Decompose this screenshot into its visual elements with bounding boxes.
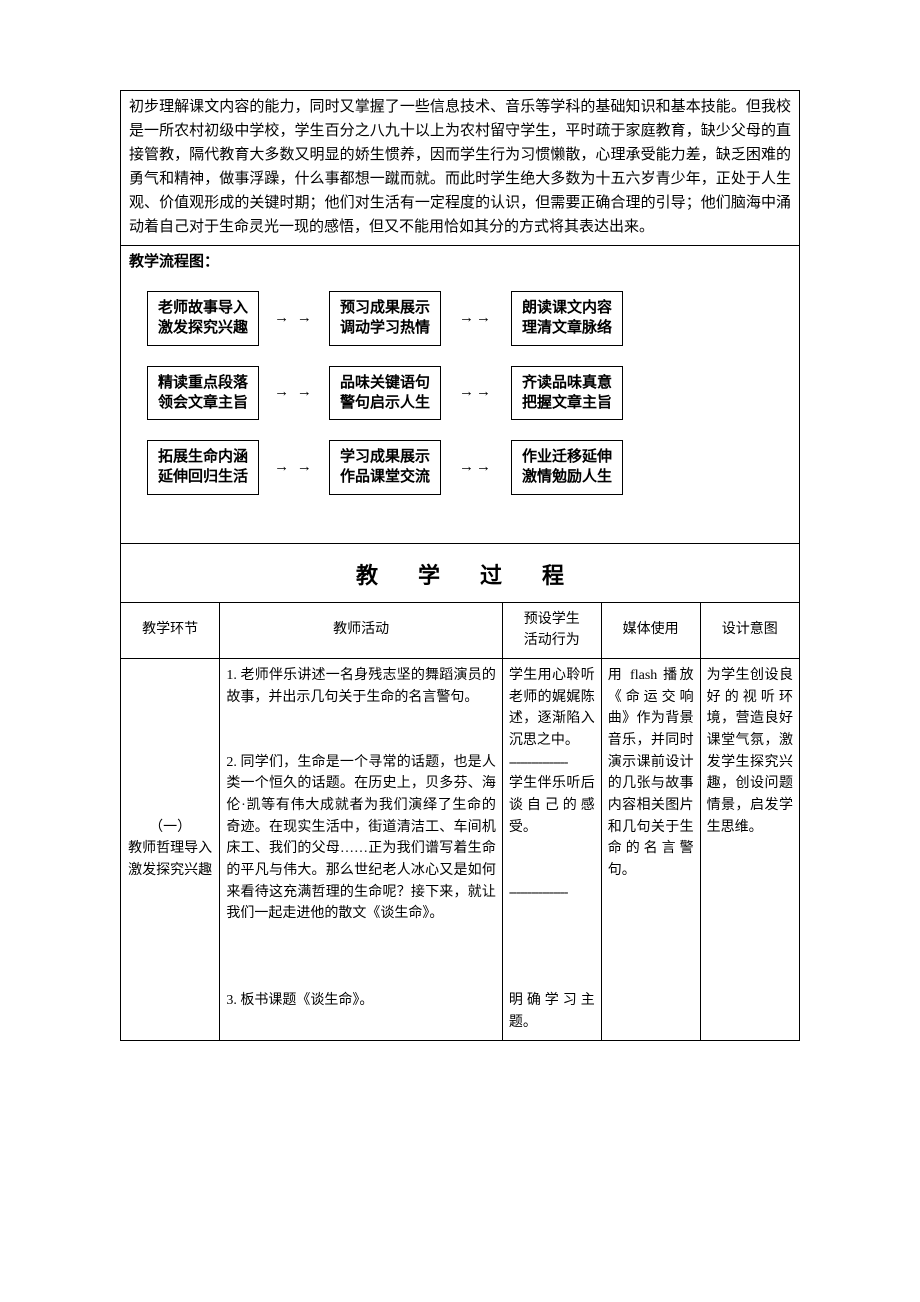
teacher-p3: 3. 板书课题《谈生命》。	[226, 990, 496, 1012]
stage-num: （一）	[127, 817, 213, 839]
flow-node-l2: 警句启示人生	[340, 395, 430, 411]
flow-node: 作业迁移延伸 激情勉励人生	[511, 440, 623, 495]
arrow-icon: → →	[259, 384, 329, 401]
teacher-p1: 1. 老师伴乐讲述一名身残志坚的舞蹈演员的故事，并出示几句关于生命的名言警句。	[226, 665, 496, 708]
col-intent: 设计意图	[700, 603, 799, 659]
dash-icon: ----------------	[509, 882, 595, 904]
flow-node-l2: 理清文章脉络	[522, 320, 612, 336]
flow-node: 老师故事导入 激发探究兴趣	[147, 291, 259, 346]
student-p2: 学生伴乐听后谈自己的感受。	[509, 773, 595, 838]
flow-node: 预习成果展示 调动学习热情	[329, 291, 441, 346]
arrow-icon: →→	[441, 310, 511, 327]
media-cell: 用 flash 播放《命运交响曲》作为背景音乐，并同时演示课前设计的几张与故事内…	[601, 658, 700, 1039]
student-p1: 学生用心聆听老师的娓娓陈述，逐渐陷入沉思之中。	[509, 665, 595, 752]
arrow-icon: →→	[441, 459, 511, 476]
flow-node-l2: 延伸回归生活	[158, 469, 248, 485]
flow-node-l1: 精读重点段落	[158, 375, 248, 391]
flow-node-l2: 作品课堂交流	[340, 469, 430, 485]
flow-node-l1: 拓展生命内涵	[158, 449, 248, 465]
arrow-icon: →→	[441, 384, 511, 401]
flow-node: 精读重点段落 领会文章主旨	[147, 366, 259, 421]
stage-l2: 激发探究兴趣	[127, 860, 213, 882]
flow-node-l2: 把握文章主旨	[522, 395, 612, 411]
flow-node: 朗读课文内容 理清文章脉络	[511, 291, 623, 346]
flow-node-l2: 激发探究兴趣	[158, 320, 248, 336]
flow-node: 品味关键语句 警句启示人生	[329, 366, 441, 421]
teacher-cell: 1. 老师伴乐讲述一名身残志坚的舞蹈演员的故事，并出示几句关于生命的名言警句。 …	[220, 658, 503, 1039]
table-header-row: 教学环节 教师活动 预设学生 活动行为 媒体使用 设计意图	[121, 603, 799, 659]
flow-row: 老师故事导入 激发探究兴趣 → → 预习成果展示 调动学习热情 →→ 朗读课文内…	[147, 291, 791, 346]
table-row: （一） 教师哲理导入 激发探究兴趣 1. 老师伴乐讲述一名身残志坚的舞蹈演员的故…	[121, 658, 799, 1039]
flowchart: 老师故事导入 激发探究兴趣 → → 预习成果展示 调动学习热情 →→ 朗读课文内…	[121, 273, 799, 544]
col-teacher: 教师活动	[220, 603, 503, 659]
flow-node-l2: 调动学习热情	[340, 320, 430, 336]
flow-node-l1: 作业迁移延伸	[522, 449, 612, 465]
student-cell: 学生用心聆听老师的娓娓陈述，逐渐陷入沉思之中。 ----------------…	[502, 658, 601, 1039]
process-table: 教学环节 教师活动 预设学生 活动行为 媒体使用 设计意图 （一） 教师哲理导入…	[121, 603, 799, 1040]
arrow-icon: → →	[259, 459, 329, 476]
stage-l1: 教师哲理导入	[127, 838, 213, 860]
col-media: 媒体使用	[601, 603, 700, 659]
student-p3: 明确学习主题。	[509, 990, 595, 1033]
flowchart-title: 教学流程图：	[121, 246, 799, 273]
flow-node: 拓展生命内涵 延伸回归生活	[147, 440, 259, 495]
intent-cell: 为学生创设良好的视听环境，营造良好课堂气氛，激发学生探究兴趣，创设问题情景，启发…	[700, 658, 799, 1039]
flow-node-l1: 朗读课文内容	[522, 300, 612, 316]
intro-paragraph: 初步理解课文内容的能力，同时又掌握了一些信息技术、音乐等学科的基础知识和基本技能…	[121, 91, 799, 246]
flow-node-l1: 学习成果展示	[340, 449, 430, 465]
col-student-text: 预设学生 活动行为	[524, 612, 580, 649]
flow-row: 拓展生命内涵 延伸回归生活 → → 学习成果展示 作品课堂交流 →→ 作业迁移延…	[147, 440, 791, 495]
flow-node: 齐读品味真意 把握文章主旨	[511, 366, 623, 421]
flow-node-l2: 激情勉励人生	[522, 469, 612, 485]
col-stage: 教学环节	[121, 603, 220, 659]
flow-row: 精读重点段落 领会文章主旨 → → 品味关键语句 警句启示人生 →→ 齐读品味真…	[147, 366, 791, 421]
flow-node: 学习成果展示 作品课堂交流	[329, 440, 441, 495]
stage-cell: （一） 教师哲理导入 激发探究兴趣	[121, 658, 220, 1039]
flow-node-l1: 品味关键语句	[340, 375, 430, 391]
col-student: 预设学生 活动行为	[502, 603, 601, 659]
flow-node-l1: 预习成果展示	[340, 300, 430, 316]
flow-node-l2: 领会文章主旨	[158, 395, 248, 411]
dash-icon: ----------------	[509, 752, 595, 774]
teacher-p2: 2. 同学们，生命是一个寻常的话题，也是人类一个恒久的话题。在历史上，贝多芬、海…	[226, 752, 496, 926]
flow-node-l1: 老师故事导入	[158, 300, 248, 316]
process-heading: 教学过程	[121, 544, 799, 603]
intro-text: 初步理解课文内容的能力，同时又掌握了一些信息技术、音乐等学科的基础知识和基本技能…	[129, 99, 791, 235]
flow-node-l1: 齐读品味真意	[522, 375, 612, 391]
arrow-icon: → →	[259, 310, 329, 327]
document-page: 初步理解课文内容的能力，同时又掌握了一些信息技术、音乐等学科的基础知识和基本技能…	[120, 90, 800, 1041]
